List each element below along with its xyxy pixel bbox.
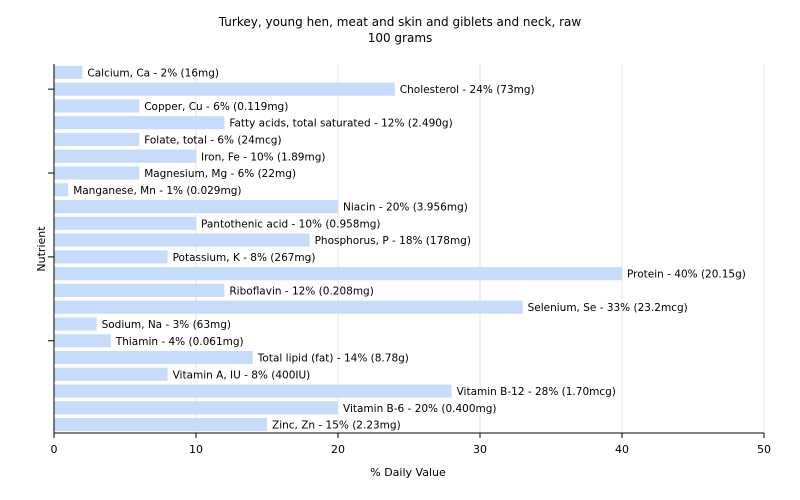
bars [54,65,622,432]
bar [54,166,140,180]
bar-label: Protein - 40% (20.15g) [627,269,746,281]
bar [54,132,140,147]
bar [54,401,338,415]
bar-labels: Calcium, Ca - 2% (16mg) Cholesterol - 24%… [73,67,746,431]
bar-label: Pantothenic acid - 10% (0.958mg) [201,218,380,230]
bar [54,283,225,297]
bar [54,149,196,163]
bar-label: Iron, Fe - 10% (1.89mg) [201,151,325,163]
chart-title-text: Turkey, young hen, meat and skin and gib… [218,15,582,29]
x-tick-label: 20 [331,443,345,456]
bar [54,250,168,264]
bar-label: Selenium, Se - 33% (23.2mcg) [528,302,688,314]
bar [54,317,97,331]
chart-subtitle-text: 100 grams [367,31,433,45]
y-axis-title: Nutrient [35,226,48,272]
bar [54,334,111,348]
bar [54,116,225,130]
axes: 0 10 20 30 40 50 [48,64,771,456]
bar [54,183,69,197]
bar-label: Vitamin B-6 - 20% (0.400mg) [343,403,497,415]
bar [54,233,310,247]
bar [54,200,338,214]
bar [54,418,267,432]
bar [54,65,83,79]
bar-label: Riboflavin - 12% (0.208mg) [229,285,373,297]
bar-label: Thiamin - 4% (0.061mg) [115,336,244,348]
bar-label: Copper, Cu - 6% (0.119mg) [144,101,288,113]
x-tick-label: 0 [51,443,58,456]
x-tick-label: 40 [615,443,629,456]
chart-title: Turkey, young hen, meat and skin and gib… [0,14,800,46]
bar-label: Zinc, Zn - 15% (2.23mg) [272,420,401,432]
bar-label: Manganese, Mn - 1% (0.029mg) [73,185,241,197]
bar-label: Phosphorus, P - 18% (178mg) [315,235,471,247]
bar [54,384,452,398]
bar-label: Vitamin B-12 - 28% (1.70mcg) [457,386,616,398]
x-tick-label: 10 [189,443,203,456]
x-tick-label: 50 [757,443,771,456]
bar-label: Folate, total - 6% (24mcg) [144,134,281,146]
grid-lines [195,64,765,433]
bar-label: Cholesterol - 24% (73mg) [400,84,535,96]
bar-label: Calcium, Ca - 2% (16mg) [87,67,219,79]
bar-label: Niacin - 20% (3.956mg) [343,202,468,214]
bar [54,367,168,381]
bar-label: Total lipid (fat) - 14% (8.78g) [257,353,409,365]
bar [54,300,523,314]
x-axis-title: % Daily Value [370,466,446,479]
bar-label: Fatty acids, total saturated - 12% (2.49… [229,118,452,130]
bar-label: Vitamin A, IU - 8% (400IU) [173,369,311,381]
x-tick-label: 30 [473,443,487,456]
bar-label: Potassium, K - 8% (267mg) [173,252,316,264]
bar-label: Magnesium, Mg - 6% (22mg) [144,168,296,180]
bar [54,350,253,365]
bar-label: Sodium, Na - 3% (63mg) [102,319,231,331]
bar [54,267,622,281]
bar [54,82,395,96]
bar [54,216,196,230]
bar [54,99,140,113]
